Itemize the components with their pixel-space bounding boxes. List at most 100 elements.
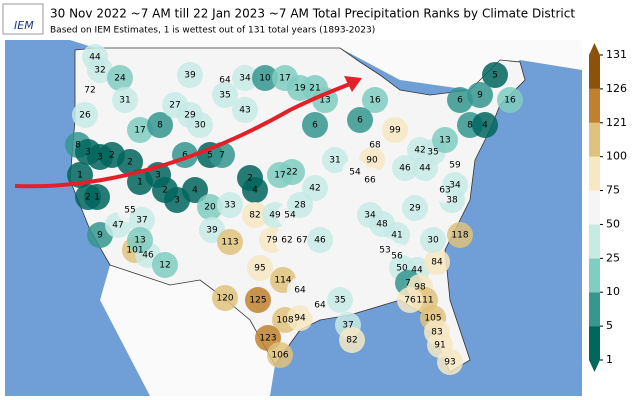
district-patch — [447, 87, 473, 113]
district-patch — [302, 112, 328, 138]
logo-box — [2, 3, 44, 35]
colorbar-tick-label: 100 — [606, 150, 627, 163]
district-rank: 27 — [169, 101, 180, 111]
district-rank: 105 — [424, 314, 441, 324]
district-rank: 72 — [84, 86, 95, 96]
district-patch — [432, 127, 458, 153]
district-patch — [217, 229, 243, 255]
district-patch — [252, 65, 278, 91]
district-rank: 20 — [204, 203, 216, 213]
district-rank: 8 — [157, 121, 163, 131]
colorbar-bottom-cap — [589, 360, 600, 372]
district-rank: 120 — [216, 294, 233, 304]
district-patch — [339, 327, 365, 353]
colorbar-segment — [589, 326, 600, 360]
district-rank: 38 — [446, 196, 458, 206]
district-patch — [117, 149, 143, 175]
district-patch — [245, 287, 271, 313]
colorbar-tick-label: 131 — [606, 48, 627, 61]
district-rank: 84 — [431, 258, 443, 268]
district-rank: 10 — [259, 74, 271, 84]
mexico — [100, 265, 275, 396]
district-rank: 5 — [207, 151, 213, 161]
annotation-arrow — [14, 80, 356, 189]
district-rank: 16 — [369, 96, 381, 106]
colorbar-tick-label: 10 — [606, 285, 620, 298]
district-rank: 35 — [334, 296, 345, 306]
district-rank: 98 — [414, 283, 426, 293]
district-patch — [127, 117, 153, 143]
district-rank: 6 — [182, 151, 188, 161]
district-patch — [177, 102, 203, 128]
district-rank: 21 — [309, 84, 320, 94]
district-rank: 31 — [329, 156, 340, 166]
district-rank: 22 — [286, 168, 297, 178]
district-patch — [212, 82, 238, 108]
district-patch — [327, 287, 353, 313]
district-rank: 46 — [314, 236, 326, 246]
colorbar-segment — [589, 55, 600, 89]
district-patch — [147, 112, 173, 138]
district-rank: 49 — [269, 211, 281, 221]
district-patch — [197, 194, 223, 220]
district-patch — [392, 155, 418, 181]
colorbar-tick-label: 1 — [606, 353, 613, 366]
district-patch — [307, 227, 333, 253]
district-patch — [127, 227, 153, 253]
district-patch — [342, 159, 368, 185]
district-rank: 6 — [357, 116, 363, 126]
district-rank: 29 — [409, 204, 421, 214]
district-rank: 37 — [342, 321, 353, 331]
district-rank: 30 — [194, 121, 206, 131]
district-patch — [382, 117, 408, 143]
district-patch — [407, 137, 433, 163]
district-rank: 62 — [281, 236, 292, 246]
district-patch — [289, 227, 315, 253]
district-rank: 5 — [492, 71, 498, 81]
district-rank: 2 — [127, 158, 133, 168]
colorbar-tick-label: 25 — [606, 251, 620, 264]
district-rank: 31 — [119, 96, 130, 106]
district-rank: 56 — [391, 252, 403, 262]
district-rank: 82 — [249, 211, 260, 221]
logo-text: IEM — [14, 19, 34, 32]
district-rank: 108 — [276, 316, 293, 326]
district-rank: 114 — [274, 276, 291, 286]
district-rank: 34 — [364, 211, 376, 221]
colorbar-segment — [589, 156, 600, 191]
district-rank: 44 — [419, 164, 431, 174]
district-rank: 6 — [312, 121, 318, 131]
district-rank: 13 — [319, 96, 330, 106]
colorbar-segment — [589, 258, 600, 293]
district-patch — [287, 192, 313, 218]
district-patch — [129, 207, 155, 233]
district-rank: 24 — [114, 74, 126, 84]
district-rank: 3 — [97, 153, 103, 163]
colorbar: 1 5 10 25 50 75 100 121 126 131 — [589, 43, 627, 372]
district-rank: 13 — [134, 236, 145, 246]
district-rank: 29 — [184, 111, 196, 121]
district-rank: 19 — [294, 84, 306, 94]
district-rank: 113 — [221, 238, 238, 248]
district-patch — [302, 175, 328, 201]
district-rank: 1 — [137, 178, 143, 188]
district-rank: 28 — [294, 201, 306, 211]
district-patch — [212, 285, 238, 311]
district-rank: 41 — [391, 231, 402, 241]
district-rank: 44 — [411, 266, 423, 276]
district-rank: 68 — [369, 141, 381, 151]
district-rank: 2 — [85, 193, 91, 203]
district-patch — [112, 87, 138, 113]
colorbar-tick-label: 50 — [606, 217, 620, 230]
district-patch — [402, 195, 428, 221]
district-patch — [437, 349, 463, 375]
district-rank: 33 — [224, 201, 235, 211]
arrow-head — [344, 76, 362, 92]
district-patch — [467, 82, 493, 108]
district-rank: 93 — [444, 358, 455, 368]
colorbar-top-cap — [589, 43, 600, 55]
district-patch — [447, 222, 473, 248]
district-rank: 48 — [376, 220, 388, 230]
